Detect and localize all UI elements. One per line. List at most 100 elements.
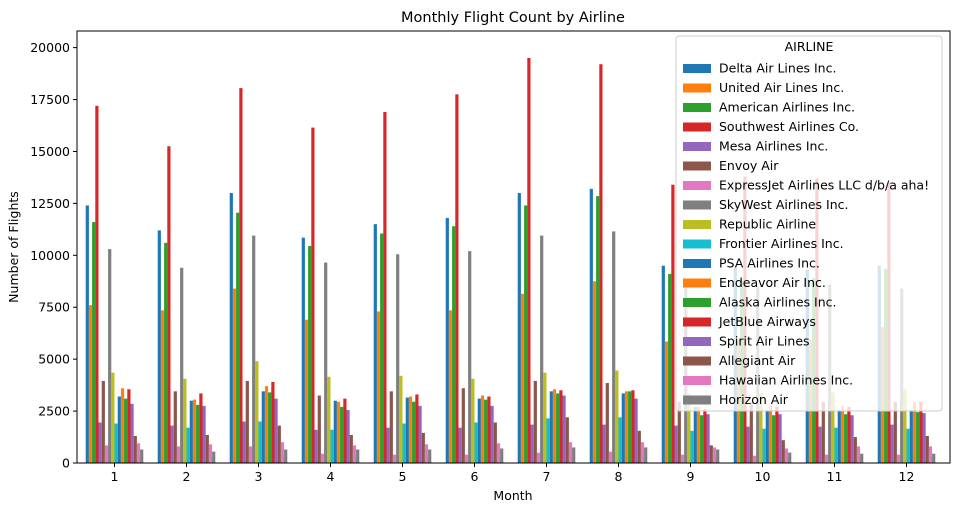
legend-entry: JetBlue Airways <box>718 314 816 329</box>
bar <box>559 390 563 463</box>
bar <box>474 422 478 463</box>
bar <box>124 398 128 463</box>
bar <box>421 432 425 463</box>
legend: AIRLINE Delta Air Lines Inc. United Air Li… <box>675 35 943 412</box>
bar <box>314 429 318 463</box>
bar <box>831 392 835 463</box>
legend-entry: Delta Air Lines Inc. <box>719 61 836 76</box>
bar <box>458 427 462 463</box>
x-tick-label: 10 <box>755 469 771 484</box>
bar <box>415 394 419 463</box>
bar <box>104 445 109 463</box>
x-tick-label: 7 <box>543 469 551 484</box>
bar <box>140 449 144 463</box>
bar <box>536 452 541 463</box>
bar <box>189 400 193 463</box>
bar <box>468 251 472 463</box>
legend-entry: Southwest Airlines Co. <box>719 119 859 134</box>
bar <box>834 427 838 463</box>
legend-entry: Hawaiian Airlines Inc. <box>719 373 853 388</box>
legend-entry: SkyWest Airlines Inc. <box>719 197 849 212</box>
legend-swatch <box>683 181 711 190</box>
bar <box>127 389 131 463</box>
bar <box>167 146 171 463</box>
bar <box>327 376 331 463</box>
bar <box>716 449 720 463</box>
bar <box>136 443 141 463</box>
bar <box>373 224 377 463</box>
x-tick-label: 2 <box>183 469 191 484</box>
x-tick-label: 3 <box>255 469 263 484</box>
bar <box>111 372 115 463</box>
bar <box>628 391 632 463</box>
y-tick-label: 12500 <box>30 196 70 211</box>
bar <box>88 305 93 463</box>
bar <box>383 112 387 463</box>
bar <box>405 397 409 463</box>
bar <box>340 406 344 463</box>
bar <box>280 442 285 463</box>
bar <box>788 452 792 463</box>
bar <box>621 393 625 463</box>
bar <box>452 226 456 463</box>
bar <box>376 311 381 463</box>
bar <box>821 401 825 463</box>
bar <box>599 64 603 463</box>
bar <box>706 414 710 463</box>
bar <box>661 265 665 463</box>
bar <box>418 405 422 463</box>
bar <box>775 406 779 463</box>
bar <box>160 310 165 463</box>
legend-swatch <box>683 103 711 112</box>
bar <box>114 423 118 463</box>
chart-title: Monthly Flight Count by Airline <box>401 10 625 26</box>
bar <box>746 426 750 463</box>
bar <box>242 421 246 463</box>
bar <box>392 454 397 463</box>
bar <box>762 428 766 463</box>
bar <box>412 401 416 463</box>
bar <box>199 393 203 463</box>
bar <box>932 453 936 463</box>
bar <box>637 430 641 463</box>
bar <box>912 401 917 463</box>
bar <box>668 274 672 463</box>
legend-title: AIRLINE <box>785 39 834 54</box>
y-tick-label: 2500 <box>38 404 70 419</box>
bar <box>333 400 337 463</box>
bar <box>95 105 99 464</box>
bar <box>212 451 216 463</box>
bar <box>856 446 861 463</box>
bar <box>173 391 177 463</box>
bar <box>916 412 920 463</box>
bar <box>461 388 465 463</box>
legend-entry: Allegiant Air <box>719 353 796 368</box>
plot-frame <box>76 30 951 464</box>
legend-entry: Republic Airline <box>719 217 816 232</box>
bar <box>464 454 469 463</box>
bar <box>380 233 384 463</box>
legend-entry: Envoy Air <box>719 158 779 173</box>
x-tick-label: 4 <box>327 469 335 484</box>
bar <box>120 388 125 463</box>
bar <box>261 391 265 463</box>
bar <box>596 196 600 463</box>
bar <box>455 94 459 463</box>
bar <box>101 380 105 463</box>
y-axis: 0 2500 5000 7500 10000 12500 15000 17500 20000 <box>30 40 77 471</box>
bar <box>612 231 616 463</box>
bar <box>239 88 243 464</box>
bar <box>605 383 609 463</box>
bar <box>618 417 622 463</box>
x-tick-label: 6 <box>471 469 479 484</box>
bar <box>356 449 360 463</box>
bar <box>520 293 525 463</box>
bar <box>696 406 701 463</box>
bar <box>92 222 96 463</box>
bar <box>258 421 262 463</box>
bar <box>304 319 309 463</box>
y-tick-label: 20000 <box>30 40 70 55</box>
bar <box>772 415 776 463</box>
bar <box>687 393 691 463</box>
bar <box>703 409 707 463</box>
